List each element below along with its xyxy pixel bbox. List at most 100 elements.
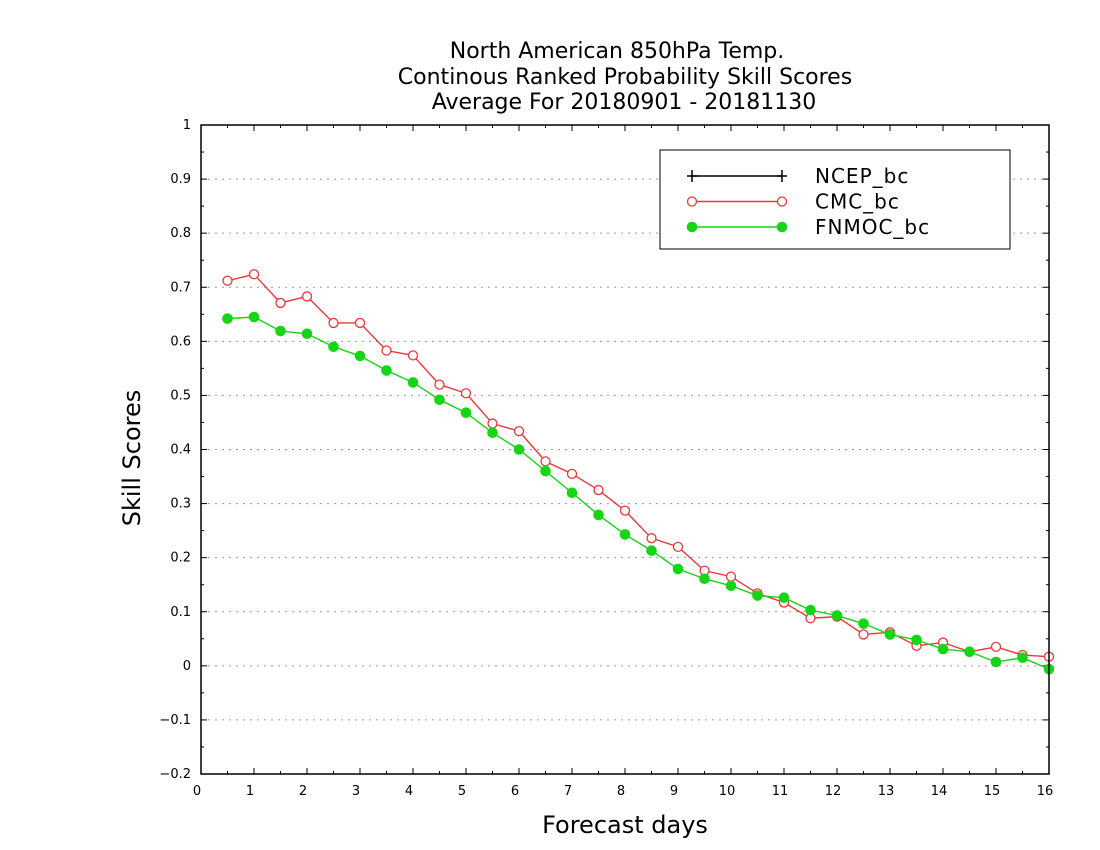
x-tick-label: 10 [719,784,736,799]
legend-item-FNMOC_bc: FNMOC_bc [686,215,930,239]
series-FNMOC_bc [222,311,1055,675]
legend-box [659,149,1011,250]
title-line-1: North American 850hPa Temp. [450,39,785,64]
x-tick-label: 15 [984,784,1001,799]
data-point [990,641,1002,653]
data-point [619,529,631,540]
series-line [227,316,1050,670]
data-point [778,592,790,603]
data-point [858,618,869,629]
y-tick-label: 0.8 [170,226,191,241]
data-point [964,646,975,658]
data-point [937,643,949,655]
legend-label: CMC_bc [815,190,900,214]
series-CMC_bc [222,269,1055,662]
legend-item-CMC_bc: CMC_bc [686,190,900,214]
data-point [513,425,525,437]
x-tick-label: 1 [246,784,254,799]
y-tick-label: 1 [183,118,191,133]
legend-marker [687,170,697,182]
data-point [354,317,366,329]
x-tick-label: 12 [825,784,842,799]
title-line-3: Average For 20180901 - 20181130 [432,90,817,115]
legend-item-NCEP_bc: NCEP_bc [687,164,909,188]
data-point [460,407,472,419]
data-point [752,590,763,601]
x-tick-label: 3 [352,784,360,799]
data-point [301,291,313,302]
x-tick-label: 6 [511,784,519,799]
x-tick-label: 13 [878,784,895,799]
data-point [222,275,233,286]
data-point [248,269,260,280]
data-point [275,325,286,337]
data-point [222,313,233,324]
data-point [301,328,313,340]
data-point [381,365,392,376]
data-point [540,465,551,477]
legend-marker [776,221,788,233]
series-layer [222,269,1055,675]
data-point [884,629,896,640]
y-tick-label: 0.2 [170,551,191,566]
x-tick-label: 0 [193,784,201,799]
data-point [381,345,392,356]
y-tick-label: −0.2 [159,767,191,782]
data-point [566,468,578,479]
data-point [248,311,260,323]
y-tick-label: 0.5 [170,388,191,403]
grid-lines [201,178,1049,721]
title-line-2: Continous Ranked Probability Skill Score… [398,65,852,90]
x-tick-label: 2 [299,784,307,799]
data-point [646,545,657,556]
y-tick-label: 0.3 [170,497,191,512]
y-tick-label: 0 [183,659,191,674]
legend-marker [777,170,787,182]
data-point [990,656,1002,668]
plot-frame [200,124,1050,775]
legend-marker [776,196,788,207]
data-point [725,580,737,592]
x-axis-label: Forecast days [542,811,708,839]
data-point [831,610,843,621]
legend-label: NCEP_bc [815,164,909,188]
data-point [407,350,419,361]
x-tick-label: 8 [617,784,625,799]
data-point [858,629,869,640]
data-point [619,505,631,516]
data-point [672,563,684,575]
legend-marker [686,221,698,233]
data-point [1017,652,1028,664]
y-tick-label: −0.1 [159,713,191,728]
y-tick-label: 0.1 [170,605,191,620]
data-point [672,541,684,552]
legend-label: FNMOC_bc [815,215,930,239]
y-axis-label: Skill Scores [118,390,146,527]
data-point [540,456,551,467]
data-point [911,634,922,646]
y-tick-label: 0.9 [170,172,191,187]
chart-title: North American 850hPa Temp. Continous Ra… [398,39,852,115]
x-tick-label: 14 [931,784,948,799]
x-tick-label: 5 [458,784,466,799]
data-point [328,317,339,329]
data-point [699,573,710,585]
data-point [407,377,419,388]
data-point [725,571,737,582]
x-tick-label: 7 [564,784,572,799]
data-point [487,427,498,439]
x-tick-label: 16 [1037,784,1054,799]
y-tick-label: 0.4 [170,443,191,458]
x-tick-label: 11 [772,784,789,799]
y-tick-label: 0.7 [170,280,191,295]
data-point [805,604,816,616]
data-point [460,388,472,399]
x-tick-label: 4 [405,784,413,799]
data-point [487,418,498,429]
data-point [646,533,657,544]
data-point [328,341,339,353]
x-tick-label: 9 [670,784,678,799]
data-point [513,444,525,455]
